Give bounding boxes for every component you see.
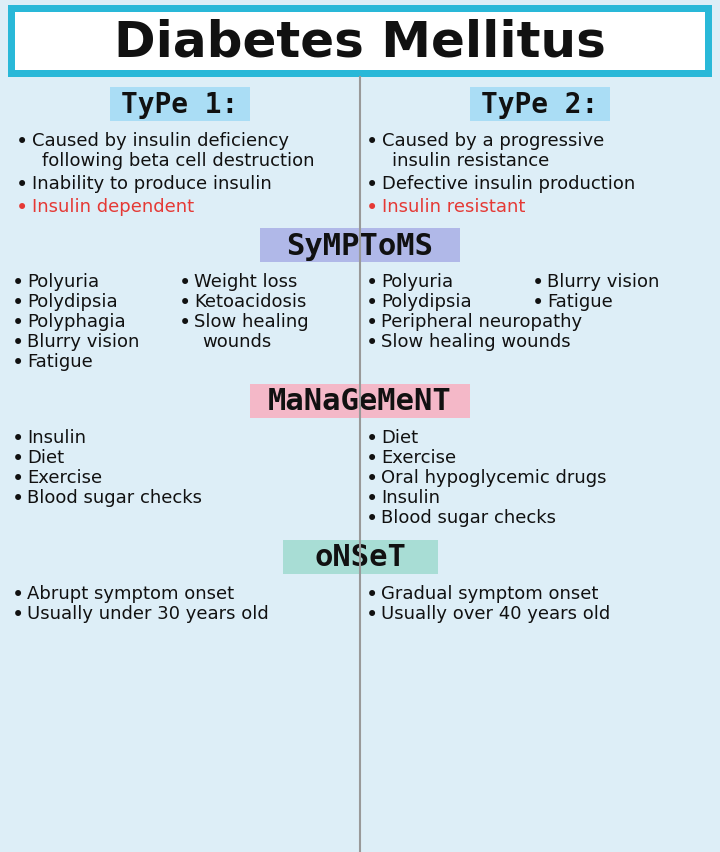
Text: Fatigue: Fatigue	[547, 292, 613, 311]
Text: •: •	[12, 448, 24, 469]
Text: Exercise: Exercise	[381, 448, 456, 466]
Text: •: •	[12, 469, 24, 488]
Text: Fatigue: Fatigue	[27, 353, 93, 371]
Text: Blurry vision: Blurry vision	[547, 273, 660, 291]
Text: Usually over 40 years old: Usually over 40 years old	[381, 604, 611, 622]
Text: oNSeT: oNSeT	[314, 543, 406, 572]
Text: •: •	[366, 604, 378, 625]
Text: Diet: Diet	[381, 429, 418, 446]
Bar	[110, 88, 250, 122]
Text: Insulin dependent: Insulin dependent	[32, 198, 194, 216]
Bar	[250, 384, 470, 418]
Text: •: •	[16, 175, 28, 195]
Text: •: •	[532, 292, 544, 313]
Text: TyPe 1:: TyPe 1:	[122, 91, 238, 119]
Text: •: •	[532, 273, 544, 292]
Text: •: •	[12, 488, 24, 509]
Text: •: •	[179, 313, 191, 332]
Text: Peripheral neuropathy: Peripheral neuropathy	[381, 313, 582, 331]
Text: Gradual symptom onset: Gradual symptom onset	[381, 584, 598, 602]
Text: insulin resistance: insulin resistance	[392, 152, 549, 170]
Text: Diet: Diet	[27, 448, 64, 466]
Text: Ketoacidosis: Ketoacidosis	[194, 292, 307, 311]
Text: following beta cell destruction: following beta cell destruction	[42, 152, 315, 170]
Text: Blood sugar checks: Blood sugar checks	[27, 488, 202, 506]
Text: •: •	[366, 509, 378, 528]
Text: Polyuria: Polyuria	[381, 273, 453, 291]
Bar	[470, 88, 610, 122]
Text: •: •	[366, 198, 378, 218]
Text: Slow healing wounds: Slow healing wounds	[381, 332, 571, 350]
Text: Polyphagia: Polyphagia	[27, 313, 125, 331]
Text: Weight loss: Weight loss	[194, 273, 297, 291]
Text: SyMPToMS: SyMPToMS	[287, 231, 433, 260]
Text: Oral hypoglycemic drugs: Oral hypoglycemic drugs	[381, 469, 606, 486]
Text: Insulin: Insulin	[381, 488, 440, 506]
Text: Blurry vision: Blurry vision	[27, 332, 140, 350]
Text: •: •	[16, 198, 28, 218]
Text: Diabetes Mellitus: Diabetes Mellitus	[114, 18, 606, 66]
Text: •: •	[12, 429, 24, 448]
Text: •: •	[366, 273, 378, 292]
Text: Polyuria: Polyuria	[27, 273, 99, 291]
Text: •: •	[16, 132, 28, 152]
Text: Slow healing: Slow healing	[194, 313, 309, 331]
Text: Caused by a progressive: Caused by a progressive	[382, 132, 604, 150]
Text: •: •	[12, 273, 24, 292]
Text: •: •	[12, 292, 24, 313]
Text: Defective insulin production: Defective insulin production	[382, 175, 635, 193]
Bar	[15, 13, 705, 71]
Text: •: •	[366, 584, 378, 604]
Bar	[8, 6, 712, 78]
Text: Insulin: Insulin	[27, 429, 86, 446]
Text: Blood sugar checks: Blood sugar checks	[381, 509, 556, 527]
Text: wounds: wounds	[202, 332, 271, 350]
Text: •: •	[366, 332, 378, 353]
Text: •: •	[179, 273, 191, 292]
Text: •: •	[12, 584, 24, 604]
Text: Usually under 30 years old: Usually under 30 years old	[27, 604, 269, 622]
Text: •: •	[366, 469, 378, 488]
Text: •: •	[366, 448, 378, 469]
Text: Insulin resistant: Insulin resistant	[382, 198, 526, 216]
Text: Polydipsia: Polydipsia	[381, 292, 472, 311]
Text: •: •	[366, 175, 378, 195]
Text: Exercise: Exercise	[27, 469, 102, 486]
Text: •: •	[12, 313, 24, 332]
Text: Inability to produce insulin: Inability to produce insulin	[32, 175, 271, 193]
Text: •: •	[12, 353, 24, 372]
Text: •: •	[366, 132, 378, 152]
Text: •: •	[366, 313, 378, 332]
Text: •: •	[366, 292, 378, 313]
Text: Abrupt symptom onset: Abrupt symptom onset	[27, 584, 234, 602]
Bar	[260, 228, 460, 262]
Text: MaNaGeMeNT: MaNaGeMeNT	[268, 387, 452, 416]
Text: •: •	[366, 429, 378, 448]
Text: TyPe 2:: TyPe 2:	[482, 91, 598, 119]
Text: •: •	[12, 604, 24, 625]
Text: Caused by insulin deficiency: Caused by insulin deficiency	[32, 132, 289, 150]
Text: •: •	[366, 488, 378, 509]
Text: •: •	[179, 292, 191, 313]
Text: •: •	[12, 332, 24, 353]
Text: Polydipsia: Polydipsia	[27, 292, 117, 311]
Bar	[282, 540, 438, 574]
